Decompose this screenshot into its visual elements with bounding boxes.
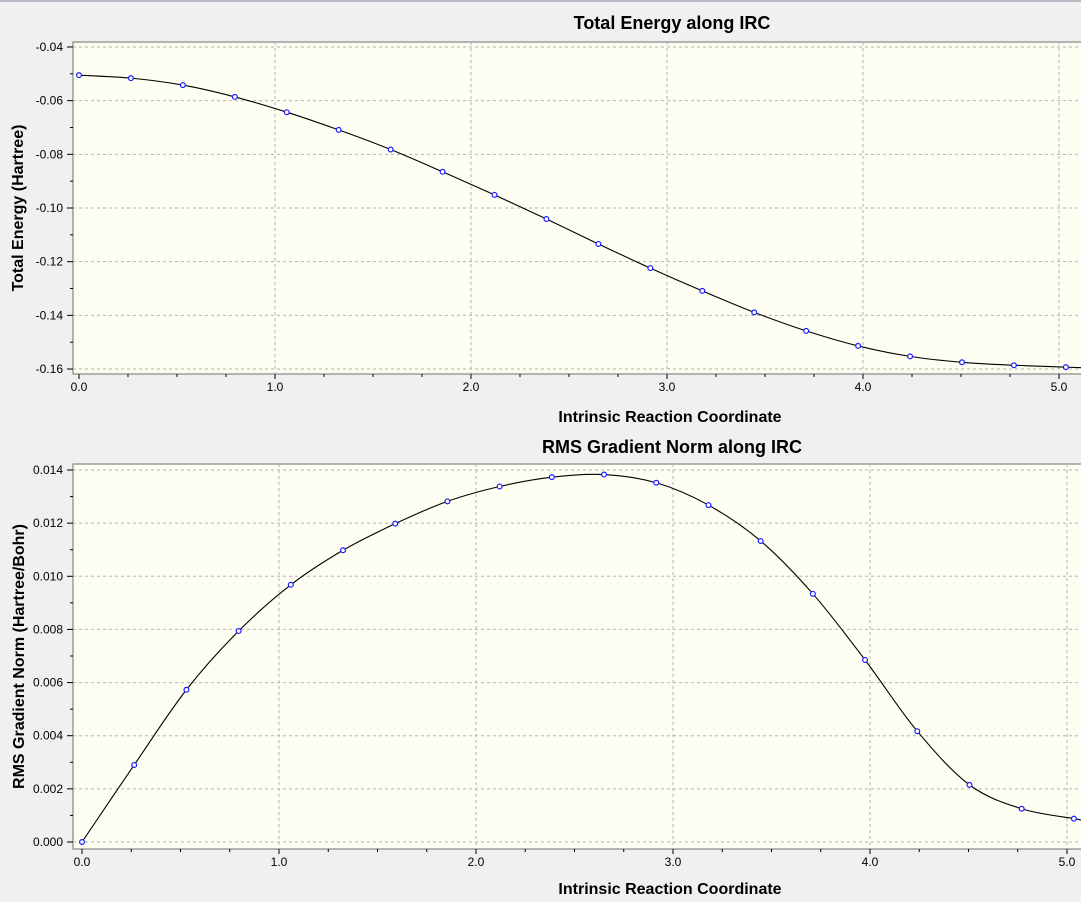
data-point [127,75,134,82]
data-point [548,474,555,481]
axis-ticks [67,46,1060,379]
y-tick-label: -0.16 [36,362,64,376]
x-tick-labels: 0.0 1.0 2.0 3.0 4.0 5.0 [71,380,1068,394]
y-tick-label: -0.08 [36,147,64,161]
data-point [647,265,654,272]
x-axis-label: Intrinsic Reaction Coordinate [558,881,781,898]
data-point [392,520,399,527]
x-tick-label: 1.0 [267,380,284,394]
x-tick-label: 3.0 [659,380,676,394]
data-point [862,656,869,663]
data-point [699,287,706,294]
y-tick-labels: -0.04 -0.06 -0.08 -0.10 -0.12 -0.14 -0.16 [36,40,64,376]
data-point [914,728,921,735]
data-point [1018,805,1025,812]
data-point [283,109,290,116]
grid [73,42,1081,374]
data-point [491,191,498,198]
data-point [757,537,764,544]
x-tick-labels: 0.0 1.0 2.0 3.0 4.0 5.0 [74,855,1076,869]
x-tick-label: 0.0 [74,855,91,869]
y-tick-label: -0.14 [36,308,64,322]
data-point [287,581,294,588]
rms-gradient-chart: 0.0 1.0 2.0 3.0 4.0 5.0 0.0000.0020.0040.0060… [11,437,1081,898]
data-point [1010,362,1017,369]
y-axis-label: Total Energy (Hartree) [10,125,27,292]
y-tick-label: -0.06 [36,94,64,108]
data-point [803,327,810,334]
energy-series-points [75,72,1069,371]
data-point [439,168,446,175]
y-tick-label: 0.008 [33,622,63,636]
data-point [1062,364,1069,371]
data-point [543,216,550,223]
y-tick-label: 0.006 [33,676,63,690]
y-tick-label: 0.000 [33,835,63,849]
gradient-series-points [78,471,1077,846]
data-point [595,240,602,247]
y-tick-label: 0.010 [33,569,63,583]
x-tick-label: 5.0 [1051,380,1068,394]
y-tick-label: -0.04 [36,40,64,54]
x-tick-label: 1.0 [271,855,288,869]
data-point [444,498,451,505]
data-point [387,146,394,153]
grid [73,464,1081,849]
y-tick-label: -0.12 [36,255,64,269]
x-axis-label: Intrinsic Reaction Coordinate [558,409,781,426]
data-point [235,628,242,635]
data-point [78,839,85,846]
data-point [855,342,862,349]
y-tick-label: 0.002 [33,782,63,796]
x-tick-label: 0.0 [71,380,88,394]
data-point [231,93,238,100]
x-tick-label: 4.0 [862,855,879,869]
data-point [705,502,712,509]
axis-ticks [67,469,1068,854]
data-point [335,126,342,133]
chart-title: Total Energy along IRC [574,13,771,33]
y-axis-label: RMS Gradient Norm (Hartree/Bohr) [11,524,28,789]
y-tick-label: 0.012 [33,516,63,530]
y-tick-label: -0.10 [36,201,64,215]
y-tick-label: 0.004 [33,729,63,743]
y-tick-label: 0.014 [33,463,63,477]
x-tick-label: 2.0 [463,380,480,394]
data-point [340,547,347,554]
data-point [958,359,965,366]
chart-title: RMS Gradient Norm along IRC [542,437,802,457]
x-tick-label: 4.0 [855,380,872,394]
data-point [179,82,186,89]
data-point [907,353,914,360]
total-energy-chart: 0.0 1.0 2.0 3.0 4.0 5.0 -0.04-0.06-0.08-0.10-… [10,13,1081,426]
data-point [1070,815,1077,822]
data-point [496,483,503,490]
data-point [653,479,660,486]
data-point [809,590,816,597]
data-point [75,72,82,79]
x-tick-label: 5.0 [1059,855,1076,869]
y-tick-labels: 0.000 0.002 0.004 0.006 0.008 0.010 0.012 0.014 [33,463,63,849]
x-tick-label: 2.0 [468,855,485,869]
data-point [966,781,973,788]
x-tick-label: 3.0 [665,855,682,869]
data-point [601,471,608,478]
data-point [183,686,190,693]
data-point [751,309,758,316]
data-point [131,761,138,768]
plot-area [72,463,1081,850]
